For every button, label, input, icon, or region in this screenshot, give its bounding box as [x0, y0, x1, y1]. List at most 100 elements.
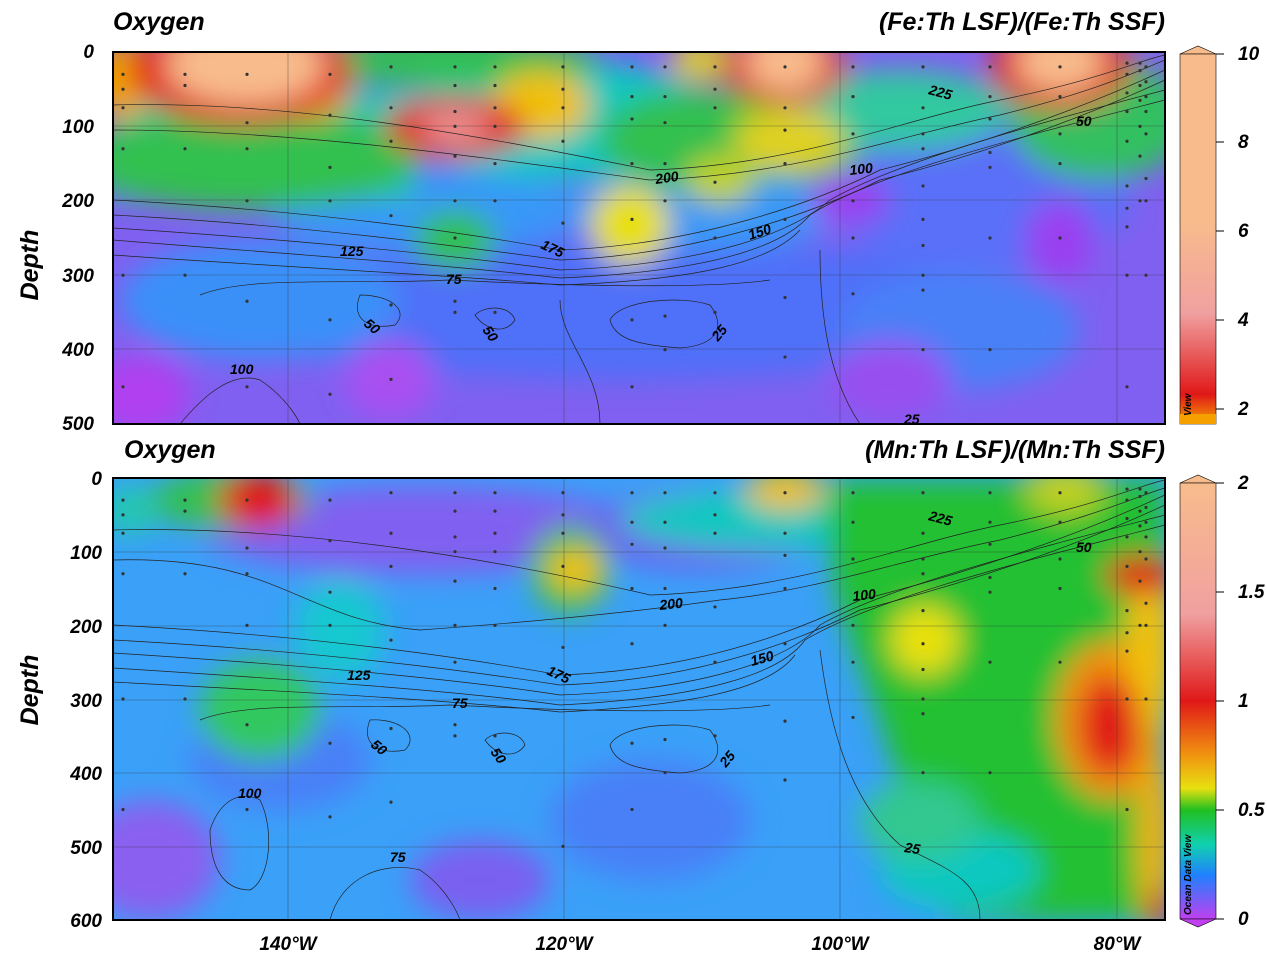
- panel1-station-dot: [663, 199, 667, 203]
- panel2-station-dot: [1144, 697, 1148, 701]
- panel1-station-dot: [493, 124, 497, 128]
- panel2-station-dot: [121, 807, 125, 812]
- p2-clabel-200: 200: [658, 595, 684, 613]
- p1-ytick-300: 300: [62, 266, 94, 287]
- panel1-station-dot: [328, 318, 332, 322]
- panel2-station-dot: [493, 550, 497, 554]
- panel2-station-dot: [1138, 524, 1142, 528]
- panel1-station-dot: [663, 348, 667, 352]
- panel2-contour-labels: 225 50 100 200 150 175 125 75 50 50 25 1…: [238, 507, 1092, 865]
- panel2-station-dot: [245, 807, 249, 812]
- panel1-station-dot: [921, 184, 925, 188]
- panel1-station-dot: [245, 385, 249, 389]
- panel2-station-dot: [1058, 557, 1062, 561]
- p1-cbtick-10: 10: [1238, 44, 1260, 65]
- panel1-station-dot: [328, 165, 332, 169]
- panel2-station-dot: [921, 667, 925, 672]
- panel1-yticks: 0 100 200 300 400 500: [61, 42, 94, 435]
- panel2-title-right: (Mn:Th LSF)/(Mn:Th SSF): [865, 436, 1165, 464]
- panel1-station-dot: [245, 299, 249, 303]
- panel2-station-dot: [630, 491, 634, 495]
- panel2-station-dot: [389, 491, 393, 495]
- panel2-station-dot: [453, 734, 457, 738]
- panel2-station-dot: [921, 771, 925, 775]
- panel2-station-dot: [389, 800, 393, 804]
- panel2-station-dot: [783, 491, 787, 495]
- panel1-station-dot: [921, 217, 925, 221]
- panel2-station-dot: [1144, 491, 1148, 495]
- p2-ytick-500: 500: [70, 838, 102, 859]
- p2-clabel-125: 125: [347, 667, 371, 683]
- panel1-station-dot: [561, 221, 565, 225]
- panel1-station-dot: [921, 65, 925, 69]
- panel2-station-dot: [1125, 487, 1129, 491]
- panel1-station-dot: [630, 318, 634, 322]
- panel2-station-dot: [1125, 649, 1129, 653]
- panel2-station-dot: [663, 586, 667, 591]
- p2-clabel-25b: 25: [903, 839, 922, 857]
- panel1-station-dot: [453, 109, 457, 114]
- panel1-station-dot: [988, 95, 992, 99]
- panel1-station-dot: [1125, 273, 1129, 277]
- p2-xtick-140w: 140°W: [259, 934, 318, 955]
- panel1-station-dot: [1125, 139, 1129, 143]
- panel2-station-dot: [851, 491, 855, 495]
- panel2-xticks: 140°W 120°W 100°W 80°W: [259, 934, 1142, 955]
- p2-ytick-0: 0: [91, 469, 102, 490]
- panel1-station-dot: [1144, 132, 1148, 136]
- p2-cbtick-1-5: 1.5: [1238, 582, 1265, 603]
- panel2-station-dot: [453, 723, 457, 727]
- panel2-station-dot: [630, 520, 634, 524]
- panel1-station-dot: [921, 288, 925, 292]
- p1-ytick-100: 100: [62, 117, 94, 138]
- panel2-station-dot: [663, 520, 667, 524]
- panel1-station-dot: [1125, 206, 1129, 210]
- panel1-station-dot: [713, 310, 717, 314]
- panel1-station-dot: [561, 65, 565, 69]
- panel1-station-dot: [921, 147, 925, 151]
- panel2-station-dot: [121, 697, 125, 701]
- panel1-station-dot: [183, 273, 187, 277]
- panel1-station-dot: [921, 273, 925, 277]
- panel2-station-dot: [493, 623, 497, 627]
- panel1-station-dot: [1125, 91, 1129, 95]
- panel2-station-dot: [630, 642, 634, 646]
- panel1-station-dot: [245, 72, 249, 76]
- panel2-station-dot: [493, 509, 497, 513]
- panel1-station-dot: [921, 348, 925, 352]
- panel2-station-dot: [851, 557, 855, 561]
- p2-cbtick-2: 2: [1237, 473, 1249, 494]
- panel1-station-dot: [783, 217, 787, 221]
- panel1-station-dot: [851, 199, 855, 203]
- panel1-station-dot: [630, 117, 634, 121]
- panel1-station-dot: [663, 121, 667, 125]
- panel2-station-dot: [561, 531, 565, 535]
- panel2-station-dot: [988, 575, 992, 580]
- panel1-station-dot: [245, 147, 249, 151]
- panel2-station-dot: [713, 513, 717, 517]
- panel1-colorbar-watermark: View: [1183, 392, 1194, 416]
- panel2-station-dot: [921, 712, 925, 716]
- panel1-station-dot: [183, 83, 187, 88]
- p1-cbtick-4: 4: [1237, 310, 1249, 331]
- panel2-station-dot: [1138, 550, 1142, 554]
- p2-clabel-225: 225: [926, 507, 954, 529]
- panel2-station-dot: [1138, 494, 1142, 499]
- p1-cbtick-6: 6: [1238, 221, 1249, 242]
- p1-clabel-225: 225: [926, 81, 954, 103]
- panel2-station-dot: [1125, 631, 1129, 635]
- panel1-station-dot: [493, 65, 497, 69]
- panel2-yticks: 0 100 200 300 400 500 600: [69, 469, 102, 932]
- panel1-station-dot: [121, 72, 125, 76]
- panel1-station-dot: [493, 162, 497, 166]
- panel1-station-dot: [493, 199, 497, 203]
- panel1-station-dot: [1058, 162, 1062, 166]
- panel2-station-dot: [328, 498, 332, 502]
- panel2-station-dot: [630, 542, 634, 546]
- panel2-station-dot: [1058, 660, 1062, 664]
- panel2-station-dot: [921, 642, 925, 646]
- panel1-station-dot: [1058, 236, 1062, 240]
- panel1-field: [113, 52, 1165, 424]
- p2-xtick-80w: 80°W: [1094, 934, 1143, 955]
- panel1-station-dot: [851, 95, 855, 99]
